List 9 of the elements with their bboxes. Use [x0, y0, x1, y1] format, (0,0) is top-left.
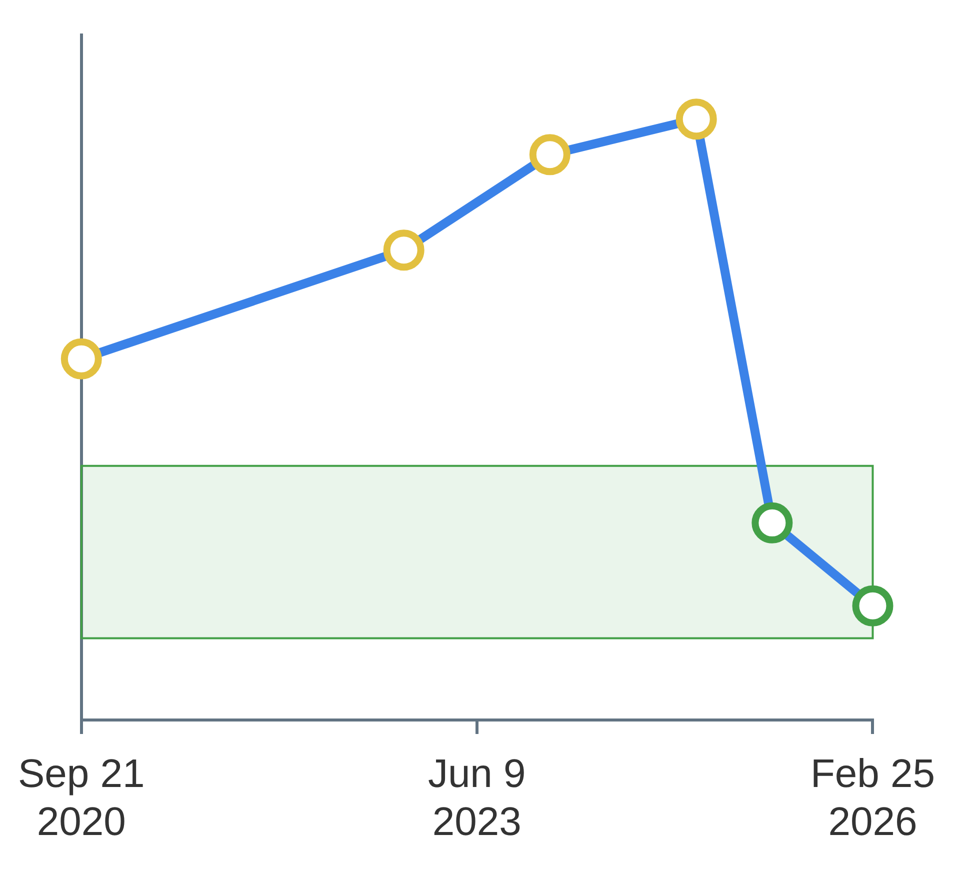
- x-tick-label: Sep 21 2020: [18, 752, 145, 844]
- point: [383, 230, 424, 271]
- point: [60, 338, 102, 380]
- point: [852, 585, 894, 626]
- point: [752, 502, 793, 544]
- point: [676, 98, 717, 140]
- x-tick-label: Jun 9 2023: [428, 752, 526, 844]
- point: [529, 134, 570, 176]
- x-tick-label: Feb 25 2026: [810, 752, 935, 844]
